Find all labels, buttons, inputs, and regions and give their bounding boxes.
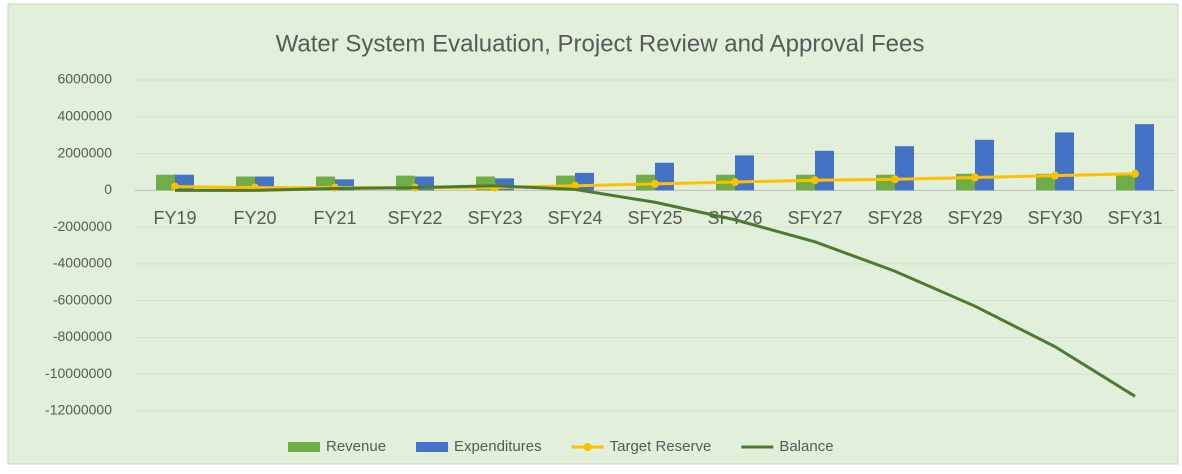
line (175, 184, 1136, 398)
bar (636, 174, 655, 191)
x-tick-label: SFY23 (467, 208, 522, 228)
y-tick-label: -4000000 (53, 255, 112, 271)
x-tick-label: SFY24 (547, 208, 602, 228)
bar (1036, 173, 1055, 191)
x-tick-label: SFY30 (1027, 208, 1082, 228)
bar (335, 179, 354, 191)
y-tick-label: 0 (104, 181, 112, 197)
marker (571, 181, 579, 190)
legend-label: Balance (779, 438, 833, 455)
bar (975, 139, 994, 191)
y-tick-label: -8000000 (53, 328, 112, 344)
chart-background (7, 3, 1179, 465)
y-tick-label: -2000000 (53, 218, 112, 234)
bar (735, 155, 754, 191)
x-tick-label: FY19 (153, 208, 196, 228)
bar (1116, 173, 1135, 191)
chart-title: Water System Evaluation, Project Review … (276, 30, 925, 57)
marker (651, 179, 659, 188)
x-tick-label: SFY22 (387, 208, 442, 228)
bar (895, 146, 914, 191)
y-tick-label: 4000000 (57, 107, 112, 123)
marker (1051, 171, 1059, 180)
marker (731, 178, 739, 187)
x-tick-label: SFY27 (787, 208, 842, 228)
y-tick-label: 2000000 (57, 144, 112, 160)
x-tick-label: SFY28 (867, 208, 922, 228)
legend-label: Expenditures (454, 438, 542, 455)
marker (891, 175, 899, 184)
x-tick-label: SFY29 (947, 208, 1002, 228)
y-tick-label: 6000000 (57, 71, 112, 87)
x-tick-label: SFY25 (627, 208, 682, 228)
bar (1135, 124, 1154, 191)
bar (1055, 132, 1074, 191)
legend-swatch (288, 442, 320, 452)
marker (971, 173, 979, 182)
bar (156, 174, 175, 191)
bar (796, 174, 815, 191)
bar (815, 150, 834, 191)
legend-label: Target Reserve (610, 438, 712, 455)
bar (495, 178, 514, 191)
marker (811, 176, 819, 185)
y-tick-label: -6000000 (53, 291, 112, 307)
x-tick-label: SFY31 (1107, 208, 1162, 228)
x-tick-label: FY21 (313, 208, 356, 228)
y-tick-label: -12000000 (45, 402, 112, 418)
legend-label: Revenue (326, 438, 386, 455)
marker (171, 182, 179, 191)
legend-swatch (416, 442, 449, 452)
y-tick-label: -10000000 (45, 365, 112, 381)
x-tick-label: FY20 (233, 208, 276, 228)
legend-marker (583, 443, 592, 451)
marker (1131, 169, 1139, 178)
